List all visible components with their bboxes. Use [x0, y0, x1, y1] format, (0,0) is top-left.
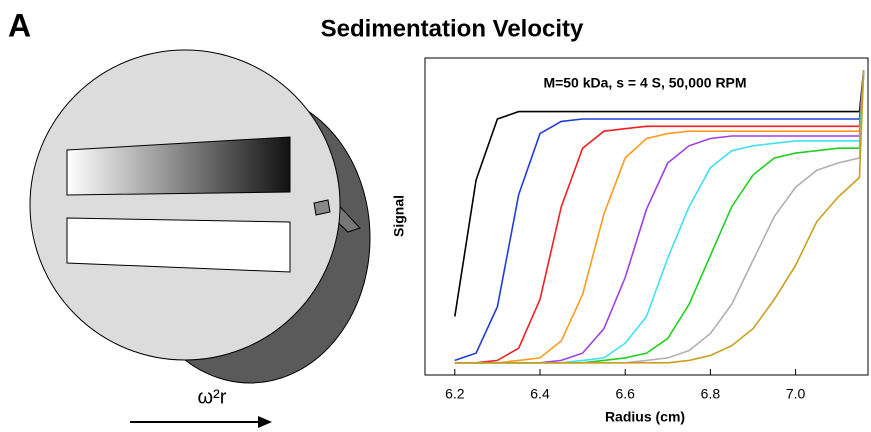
x-axis-label: Radius (cm)	[605, 409, 685, 425]
x-tick-label: 6.6	[615, 386, 635, 402]
x-tick-label: 6.8	[701, 386, 721, 402]
rotor-diagram: ω²r	[29, 49, 371, 428]
sample-cell	[66, 136, 291, 196]
reference-cell	[66, 217, 291, 273]
disk-front	[29, 49, 341, 361]
panel-label: A	[8, 7, 31, 43]
x-tick-label: 7.0	[786, 386, 806, 402]
x-tick-label: 6.4	[530, 386, 550, 402]
data-line	[454, 70, 865, 364]
data-line	[454, 70, 865, 362]
data-line	[454, 70, 865, 317]
x-tick-label: 6.2	[445, 386, 465, 402]
diagram-label: ω²r	[198, 386, 227, 408]
chart: M=50 kDa, s = 4 S, 50,000 RPM Radius (cm…	[391, 57, 869, 425]
figure-title: Sedimentation Velocity	[321, 15, 584, 42]
annotation: M=50 kDa, s = 4 S, 50,000 RPM	[543, 75, 746, 91]
data-line	[454, 70, 865, 364]
arrow-head	[258, 416, 272, 428]
y-axis-label: Signal	[391, 195, 407, 237]
data-line	[454, 70, 865, 364]
plot-frame	[424, 57, 869, 376]
notch-face	[313, 199, 331, 216]
